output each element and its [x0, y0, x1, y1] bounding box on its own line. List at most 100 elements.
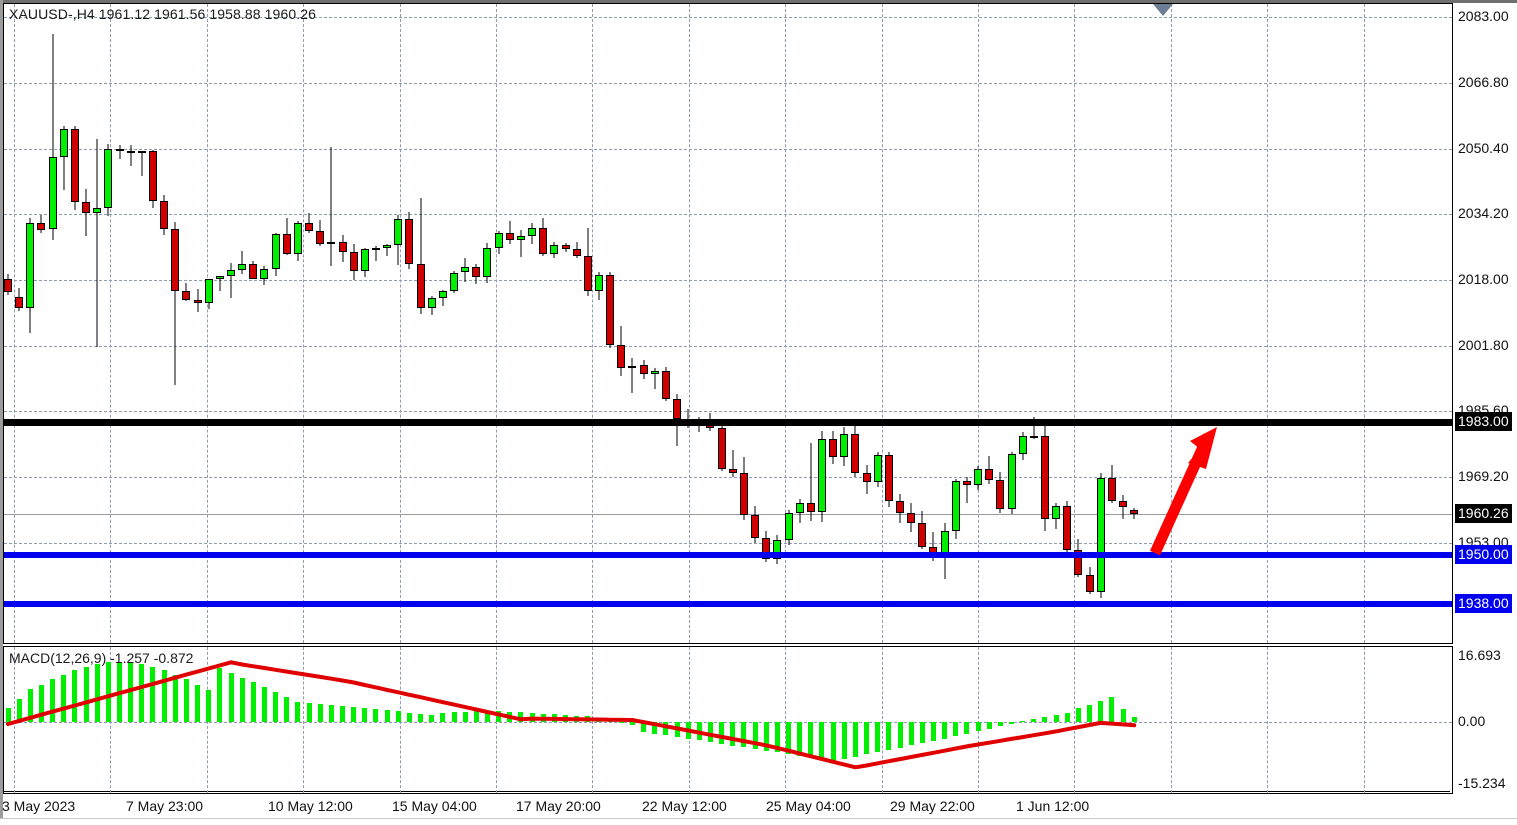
candlestick[interactable] — [784, 4, 793, 643]
candlestick[interactable] — [227, 4, 235, 643]
candlestick[interactable] — [806, 4, 815, 643]
candlestick[interactable] — [148, 4, 157, 643]
candlestick[interactable] — [996, 4, 1005, 643]
candlestick[interactable] — [572, 4, 581, 643]
candlestick[interactable] — [550, 4, 559, 643]
candlestick[interactable] — [327, 4, 336, 643]
candlestick[interactable] — [37, 4, 46, 643]
candlestick[interactable] — [751, 4, 760, 643]
candlestick[interactable] — [182, 4, 191, 643]
candlestick[interactable] — [249, 4, 258, 643]
candlestick[interactable] — [215, 4, 224, 643]
candlestick[interactable] — [985, 4, 994, 643]
candlestick[interactable] — [617, 4, 626, 643]
candlestick[interactable] — [15, 4, 24, 643]
candlestick[interactable] — [494, 4, 503, 643]
candlestick[interactable] — [4, 4, 12, 643]
candlestick[interactable] — [951, 4, 960, 643]
candlestick[interactable] — [293, 4, 302, 643]
candlestick[interactable] — [316, 4, 325, 643]
candlestick[interactable] — [1007, 4, 1016, 643]
candlestick[interactable] — [383, 4, 392, 643]
candlestick[interactable] — [561, 4, 570, 643]
candlestick[interactable] — [1040, 4, 1049, 643]
candlestick[interactable] — [639, 4, 648, 643]
candlestick[interactable] — [260, 4, 269, 643]
candlestick[interactable] — [59, 4, 68, 643]
candlestick[interactable] — [282, 4, 291, 643]
candlestick[interactable] — [851, 4, 860, 643]
candlestick[interactable] — [505, 4, 514, 643]
candlestick[interactable] — [1119, 4, 1127, 643]
candlestick[interactable] — [884, 4, 893, 643]
candlestick[interactable] — [450, 4, 458, 643]
candlestick[interactable] — [1063, 4, 1072, 643]
candlestick[interactable] — [93, 4, 102, 643]
candlestick[interactable] — [896, 4, 904, 643]
price-axis-badge-resistance[interactable]: 1983.00 — [1455, 411, 1512, 431]
candlestick[interactable] — [371, 4, 380, 643]
candlestick[interactable] — [472, 4, 481, 643]
candlestick[interactable] — [762, 4, 771, 643]
candlestick[interactable] — [739, 4, 748, 643]
time-axis[interactable]: 3 May 2023 7 May 23:00 10 May 12:00 15 May … — [0, 796, 1453, 820]
candlestick[interactable] — [940, 4, 949, 643]
candlestick[interactable] — [104, 4, 113, 643]
candlestick[interactable] — [907, 4, 916, 643]
candlestick[interactable] — [483, 4, 492, 643]
candlestick[interactable] — [673, 4, 681, 643]
candlestick[interactable] — [204, 4, 213, 643]
candlestick[interactable] — [840, 4, 849, 643]
price-axis-badge-support[interactable]: 1950.00 — [1455, 545, 1512, 565]
candlestick[interactable] — [82, 4, 91, 643]
candlestick[interactable] — [26, 4, 35, 643]
candlestick[interactable] — [918, 4, 927, 643]
candlestick[interactable] — [628, 4, 637, 643]
candlestick[interactable] — [773, 4, 782, 643]
candlestick[interactable] — [193, 4, 202, 643]
candlestick[interactable] — [594, 4, 603, 643]
candlestick[interactable] — [461, 4, 470, 643]
candlestick[interactable] — [1029, 4, 1038, 643]
support-1938-line[interactable] — [4, 600, 1452, 607]
candlestick[interactable] — [271, 4, 280, 643]
support-1950-line[interactable] — [4, 552, 1452, 559]
macd-plot-area[interactable] — [4, 647, 1452, 793]
candlestick[interactable] — [394, 4, 403, 643]
candlestick[interactable] — [1107, 4, 1116, 643]
candlestick[interactable] — [171, 4, 180, 643]
candlestick[interactable] — [160, 4, 169, 643]
candlestick[interactable] — [137, 4, 146, 643]
candlestick[interactable] — [416, 4, 425, 643]
price-axis-badge-last-price[interactable]: 1960.26 — [1455, 503, 1512, 523]
candlestick[interactable] — [650, 4, 659, 643]
candlestick[interactable] — [438, 4, 447, 643]
resistance-1983-line[interactable] — [4, 418, 1452, 426]
price-axis[interactable]: 2083.00 2066.80 2050.40 2034.20 2018.00 2001.… — [1454, 0, 1517, 794]
candlestick[interactable] — [929, 4, 938, 643]
candlestick[interactable] — [528, 4, 537, 643]
candlestick[interactable] — [1074, 4, 1083, 643]
candlestick[interactable] — [862, 4, 871, 643]
candlestick[interactable] — [1052, 4, 1061, 643]
candlestick[interactable] — [48, 4, 57, 643]
candlestick[interactable] — [516, 4, 525, 643]
price-plot-area[interactable] — [4, 4, 1452, 643]
candlestick[interactable] — [405, 4, 414, 643]
price-axis-badge-support[interactable]: 1938.00 — [1455, 593, 1512, 613]
candlestick[interactable] — [661, 4, 670, 643]
candlestick[interactable] — [606, 4, 615, 643]
candlestick[interactable] — [795, 4, 804, 643]
candlestick[interactable] — [829, 4, 838, 643]
candlestick[interactable] — [583, 4, 592, 643]
candlestick[interactable] — [305, 4, 314, 643]
candlestick[interactable] — [1096, 4, 1105, 643]
candlestick[interactable] — [115, 4, 124, 643]
candlestick[interactable] — [349, 4, 358, 643]
candlestick[interactable] — [360, 4, 369, 643]
candlestick[interactable] — [70, 4, 79, 643]
candlestick[interactable] — [873, 4, 882, 643]
candlestick[interactable] — [126, 4, 135, 643]
candlestick[interactable] — [427, 4, 436, 643]
candlestick[interactable] — [1018, 4, 1027, 643]
